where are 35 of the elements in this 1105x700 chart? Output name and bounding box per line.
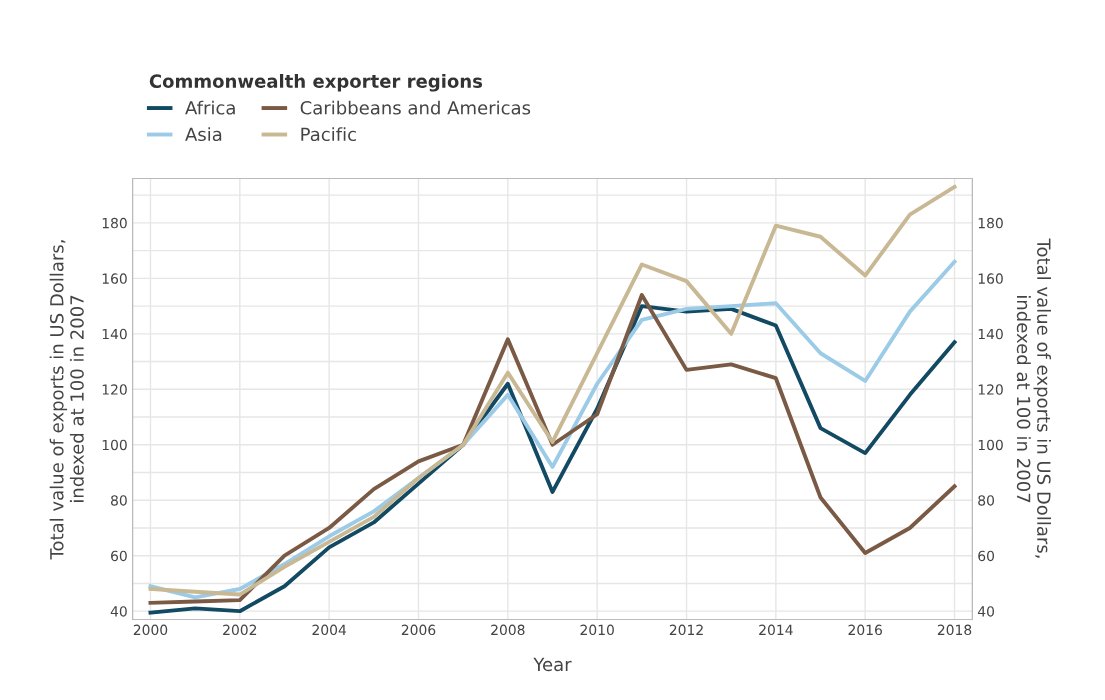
- y2-tick-label: 180: [978, 217, 1003, 229]
- legend-label: Africa: [185, 100, 235, 115]
- x-tick-label: 2002: [223, 624, 257, 636]
- x-axis-title: Year: [533, 657, 572, 672]
- y2-tick-label: 140: [978, 328, 1003, 340]
- x-tick-label: 2010: [580, 624, 614, 636]
- y-tick-label: 60: [111, 550, 127, 562]
- y2-tick-label: 80: [978, 495, 995, 506]
- line-series: [148, 184, 957, 597]
- y-axis-title: Total value of exports in US Dollars, indexed at 100 in 2007: [49, 240, 84, 560]
- y-tick-label: 100: [102, 439, 127, 451]
- x-tick-label: 2012: [669, 624, 703, 636]
- y2-axis-title: Total value of exports in US Dollars, indexed at 100 in 2007: [1016, 238, 1051, 558]
- y2-tick-label: 60: [978, 550, 995, 562]
- x-tick-label: 2018: [937, 624, 972, 636]
- y2-tick-label: 160: [978, 273, 1003, 284]
- y2-tick-label: 40: [977, 606, 995, 617]
- y-tick-label: 80: [111, 495, 127, 506]
- x-tick-label: 2006: [401, 624, 436, 636]
- x-tick-label: 2004: [312, 624, 347, 636]
- legend-label: Caribbeans and Americas: [300, 100, 531, 115]
- legend-title: Commonwealth exporter regions: [149, 73, 483, 92]
- x-tick-label: 2000: [133, 624, 168, 636]
- x-tick-label: 2014: [759, 624, 793, 636]
- y-tick-label: 160: [102, 273, 127, 284]
- y-tick-label: 120: [102, 384, 127, 395]
- x-tick-label: 2016: [848, 624, 882, 636]
- y2-tick-label: 120: [978, 384, 1003, 395]
- y-tick-label: 180: [102, 217, 127, 229]
- legend-label: Pacific: [301, 127, 356, 142]
- y2-tick-label: 100: [978, 439, 1003, 451]
- legend-label: Asia: [185, 127, 222, 142]
- y-tick-label: 40: [110, 606, 127, 617]
- y-tick-label: 140: [102, 328, 127, 340]
- x-tick-label: 2008: [491, 624, 525, 636]
